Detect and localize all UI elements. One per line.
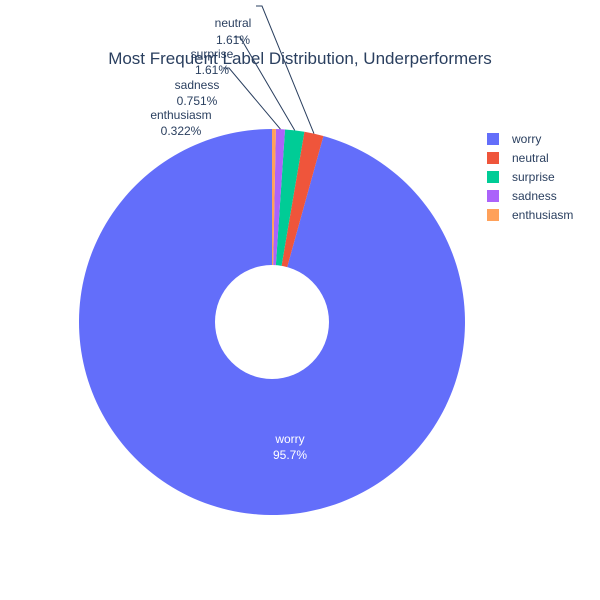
leader-line-surprise <box>234 36 296 131</box>
legend-label-worry: worry <box>511 132 541 146</box>
slice-value-neutral: 1.61% <box>216 33 250 47</box>
slice-label-worry: worry <box>274 432 304 446</box>
slice-label-neutral: neutral <box>215 16 252 30</box>
legend-label-surprise: surprise <box>512 170 555 184</box>
slice-label-sadness: sadness <box>175 78 220 92</box>
legend-swatch-sadness <box>487 190 499 202</box>
leader-lines <box>223 5 315 134</box>
slice-label-surprise: surprise <box>191 47 234 61</box>
legend-label-neutral: neutral <box>512 151 549 165</box>
legend-item-worry[interactable]: worry <box>487 132 541 146</box>
legend-swatch-surprise <box>487 171 499 183</box>
leader-line-neutral <box>256 5 315 134</box>
leader-line-sadness <box>223 67 281 130</box>
slice-label-enthusiasm: enthusiasm <box>150 108 211 122</box>
legend-swatch-neutral <box>487 152 499 164</box>
legend-label-sadness: sadness <box>512 189 557 203</box>
slice-labels: worry95.7%neutral1.61%surprise1.61%sadne… <box>150 16 307 462</box>
legend-item-enthusiasm[interactable]: enthusiasm <box>487 208 573 222</box>
donut-hole <box>215 265 329 379</box>
legend-swatch-worry <box>487 133 499 145</box>
slice-value-surprise: 1.61% <box>195 63 229 77</box>
legend-item-neutral[interactable]: neutral <box>487 151 549 165</box>
legend-label-enthusiasm: enthusiasm <box>512 208 573 222</box>
slice-value-sadness: 0.751% <box>177 94 218 108</box>
slice-value-worry: 95.7% <box>273 448 307 462</box>
chart-title: Most Frequent Label Distribution, Underp… <box>108 49 492 68</box>
legend-item-sadness[interactable]: sadness <box>487 189 557 203</box>
slice-value-enthusiasm: 0.322% <box>161 124 202 138</box>
legend: worry neutral surprise sadness enthusiasm <box>487 132 573 222</box>
legend-swatch-enthusiasm <box>487 209 499 221</box>
legend-item-surprise[interactable]: surprise <box>487 170 555 184</box>
